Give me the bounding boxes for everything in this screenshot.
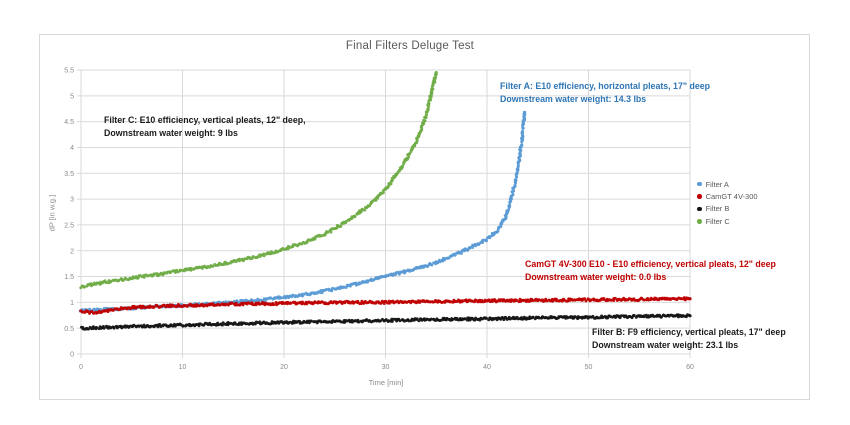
svg-text:2.5: 2.5 [64, 223, 74, 230]
annotation-filter-a: Filter A: E10 efficiency, horizontal ple… [500, 80, 710, 106]
annotation-filter-c-line1: Filter C: E10 efficiency, vertical pleat… [104, 115, 306, 125]
chart-title: Final Filters Deluge Test [345, 40, 475, 52]
svg-text:3: 3 [70, 197, 74, 204]
annotation-filter-c: Filter C: E10 efficiency, vertical pleat… [104, 114, 306, 140]
svg-text:60: 60 [686, 364, 694, 371]
svg-text:40: 40 [483, 364, 491, 371]
svg-text:2: 2 [70, 248, 74, 255]
svg-text:5: 5 [70, 93, 74, 100]
svg-text:50: 50 [585, 364, 593, 371]
svg-text:1: 1 [70, 300, 74, 307]
svg-text:10: 10 [179, 364, 187, 371]
legend-marker-filter-c-icon [697, 219, 702, 224]
annotation-filter-a-line1: Filter A: E10 efficiency, horizontal ple… [500, 81, 710, 91]
legend-item-filter-a: Filter A [697, 178, 758, 190]
svg-text:3.5: 3.5 [64, 171, 74, 178]
chart-card [39, 34, 810, 400]
legend-label-filter-a: Filter A [705, 179, 729, 189]
svg-text:20: 20 [280, 364, 288, 371]
annotation-filter-b: Filter B: F9 efficiency, vertical pleats… [592, 326, 786, 352]
annotation-camgt-line1: CamGT 4V-300 E10 - E10 efficiency, verti… [525, 259, 776, 269]
legend-marker-filter-a-icon [697, 181, 702, 187]
legend-marker-camgt-icon [697, 194, 702, 199]
annotation-filter-a-line2: Downstream water weight: 14.3 lbs [500, 94, 647, 104]
legend-item-filter-c: Filter C [697, 215, 758, 227]
svg-text:0: 0 [79, 364, 83, 371]
legend-item-camgt: CamGT 4V-300 [697, 190, 758, 202]
legend-label-camgt: CamGT 4V-300 [705, 192, 758, 202]
chart-legend: Filter A CamGT 4V-300 Filter B Filter C [697, 178, 758, 228]
svg-text:0.5: 0.5 [64, 326, 74, 333]
x-axis-title: Time [min] [368, 378, 404, 387]
annotation-filter-b-line1: Filter B: F9 efficiency, vertical pleats… [592, 327, 786, 337]
legend-marker-filter-b-icon [697, 206, 702, 212]
annotation-filter-c-line2: Downstream water weight: 9 lbs [104, 128, 238, 138]
annotation-camgt-line2: Downstream water weight: 0.0 lbs [525, 272, 667, 282]
svg-text:0: 0 [70, 352, 74, 359]
legend-label-filter-b: Filter B [705, 204, 730, 214]
annotation-filter-b-line2: Downstream water weight: 23.1 lbs [592, 340, 739, 350]
svg-text:4.5: 4.5 [64, 119, 74, 126]
svg-text:5.5: 5.5 [64, 68, 74, 75]
svg-text:4: 4 [70, 145, 74, 152]
svg-text:30: 30 [382, 364, 390, 371]
annotation-camgt: CamGT 4V-300 E10 - E10 efficiency, verti… [525, 258, 776, 284]
svg-text:1.5: 1.5 [64, 274, 74, 281]
legend-label-filter-c: Filter C [705, 216, 730, 226]
y-axis-title: dP [in w.g.] [47, 194, 57, 232]
legend-item-filter-b: Filter B [697, 203, 758, 215]
